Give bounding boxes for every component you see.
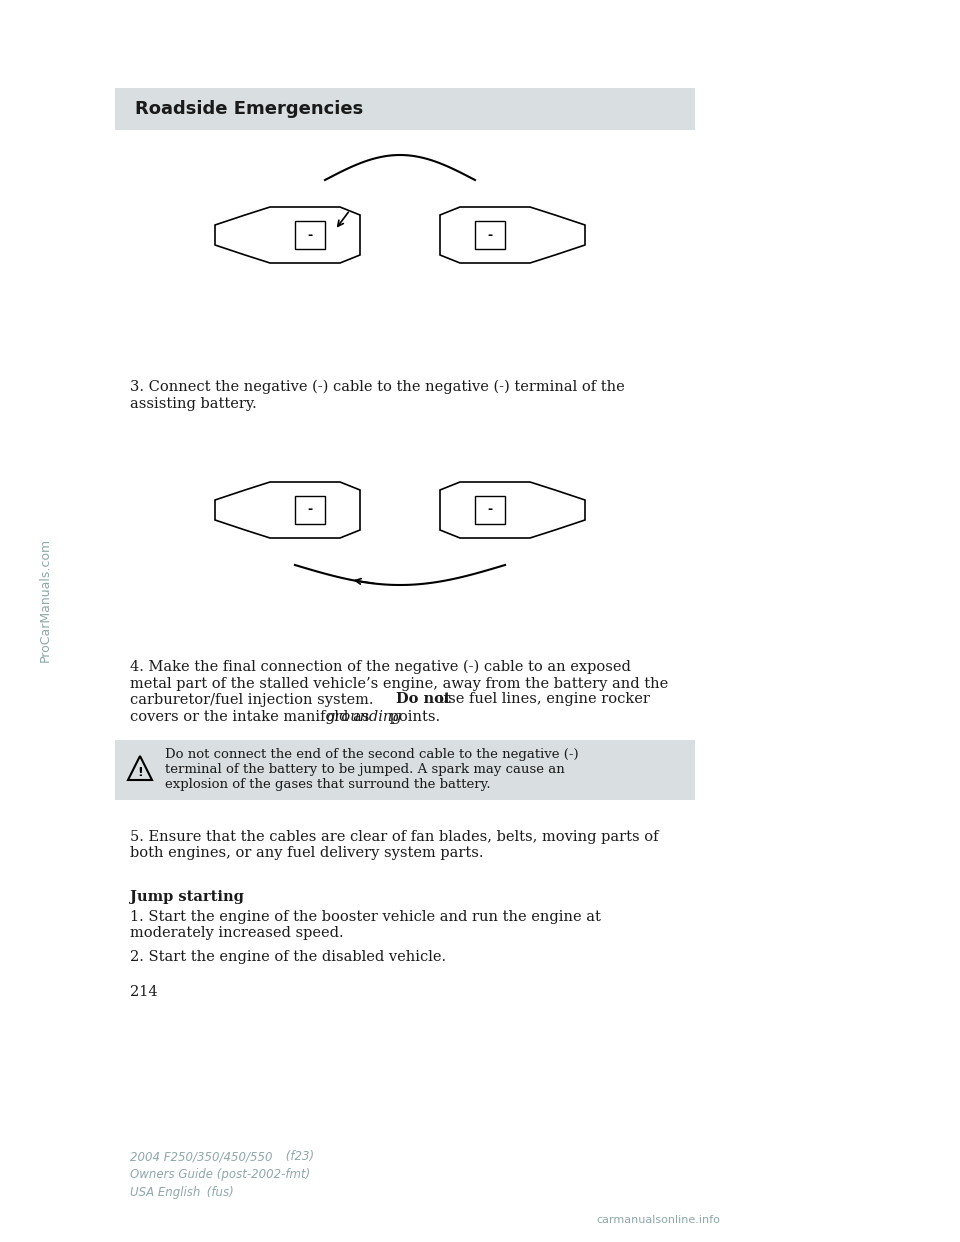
Text: !: ! xyxy=(137,765,143,779)
Text: USA English: USA English xyxy=(130,1186,201,1199)
Text: Owners Guide (post-2002-fmt): Owners Guide (post-2002-fmt) xyxy=(130,1167,310,1181)
Text: 5. Ensure that the cables are clear of fan blades, belts, moving parts of
both e: 5. Ensure that the cables are clear of f… xyxy=(130,830,659,861)
FancyBboxPatch shape xyxy=(475,496,505,524)
Text: grounding: grounding xyxy=(325,710,401,724)
Text: 2004 F250/350/450/550: 2004 F250/350/450/550 xyxy=(130,1150,273,1163)
Text: -: - xyxy=(488,229,492,241)
Text: ProCarManuals.com: ProCarManuals.com xyxy=(38,538,52,662)
Text: 2. Start the engine of the disabled vehicle.: 2. Start the engine of the disabled vehi… xyxy=(130,950,446,964)
FancyBboxPatch shape xyxy=(475,221,505,248)
Text: 4. Make the final connection of the negative (-) cable to an exposed
metal part : 4. Make the final connection of the nega… xyxy=(130,660,668,707)
Text: carmanualsonline.info: carmanualsonline.info xyxy=(596,1215,720,1225)
Text: Jump starting: Jump starting xyxy=(130,891,244,904)
Text: Roadside Emergencies: Roadside Emergencies xyxy=(135,101,363,118)
Text: use fuel lines, engine rocker: use fuel lines, engine rocker xyxy=(434,692,650,705)
Text: 214: 214 xyxy=(130,985,157,999)
Text: -: - xyxy=(488,503,492,517)
FancyBboxPatch shape xyxy=(115,88,695,130)
Text: 1. Start the engine of the booster vehicle and run the engine at
moderately incr: 1. Start the engine of the booster vehic… xyxy=(130,910,601,940)
Text: -: - xyxy=(307,229,313,241)
Text: (f23): (f23) xyxy=(282,1150,314,1163)
Text: points.: points. xyxy=(385,710,440,724)
Text: covers or the intake manifold as: covers or the intake manifold as xyxy=(130,710,374,724)
Text: -: - xyxy=(307,503,313,517)
FancyBboxPatch shape xyxy=(295,496,325,524)
Text: Do not: Do not xyxy=(396,692,450,705)
Text: (fus): (fus) xyxy=(203,1186,233,1199)
FancyBboxPatch shape xyxy=(115,740,695,800)
FancyBboxPatch shape xyxy=(295,221,325,248)
Text: 3. Connect the negative (-) cable to the negative (-) terminal of the
assisting : 3. Connect the negative (-) cable to the… xyxy=(130,380,625,411)
Text: Do not connect the end of the second cable to the negative (-)
terminal of the b: Do not connect the end of the second cab… xyxy=(165,748,579,791)
